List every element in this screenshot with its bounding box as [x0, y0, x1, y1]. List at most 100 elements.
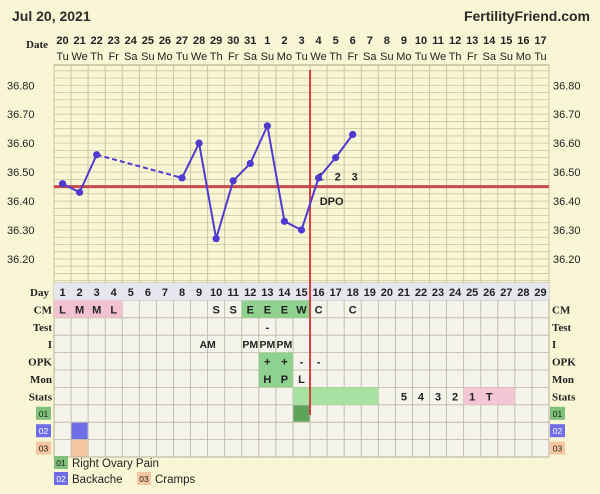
cycle-day: 12 [244, 287, 256, 299]
temperature-plot-area [53, 64, 550, 286]
date-tick: 12 [449, 35, 461, 47]
weekday-tick: Sa [244, 51, 258, 63]
date-tick: 21 [73, 35, 85, 47]
weekday-tick: Su [261, 51, 274, 63]
legend-name: Backache [72, 474, 123, 486]
date-tick: 11 [432, 35, 444, 47]
temp-point [195, 139, 203, 147]
intercourse-cell-text: PM [259, 339, 275, 351]
row-label-right: Stats [552, 391, 576, 403]
row-label-left: I [48, 339, 52, 351]
symptom-badge-code: 03 [39, 444, 49, 454]
cm-cell-text: L [59, 304, 66, 316]
cycle-day: 7 [162, 287, 168, 299]
row-label-right: Mon [552, 374, 574, 386]
legend-swatch [54, 456, 68, 469]
weekday-tick: Mo [277, 51, 292, 63]
opk-cell-text: + [281, 357, 287, 369]
date-tick: 14 [483, 35, 496, 47]
weekday-tick: Su [141, 51, 154, 63]
temp-point [297, 226, 306, 234]
temp-point [349, 130, 357, 139]
cycle-day: 2 [77, 287, 83, 299]
stats-cell-text: 5 [401, 391, 407, 403]
stats-cell-text: 4 [418, 391, 425, 403]
temp-point [212, 235, 220, 243]
weekday-tick: Tu [415, 51, 427, 63]
temp-segment [215, 180, 235, 239]
cm-cell-fill [275, 300, 293, 318]
row-label-right: CM [552, 304, 571, 316]
temp-point [246, 159, 254, 168]
date-tick: 31 [244, 35, 256, 47]
date-tick: 8 [384, 35, 390, 47]
weekday-tick: Sa [363, 51, 377, 63]
mon-cell-text: L [298, 374, 305, 386]
temp-point [178, 174, 186, 182]
intercourse-cell-text: AM [199, 339, 216, 351]
cycle-day: 1 [59, 287, 65, 299]
intercourse-cell-text: PM [242, 339, 258, 351]
temp-point [76, 188, 84, 196]
cycle-day: 5 [128, 287, 134, 299]
weekday-tick: We [71, 51, 87, 63]
cm-cell-text: E [264, 304, 271, 316]
legend-code: 02 [56, 474, 66, 484]
weekday-tick: We [310, 51, 326, 63]
stats-cell-text: 3 [435, 391, 441, 403]
cm-cell-text: M [92, 304, 101, 316]
symptom-badge-code: 02 [553, 426, 563, 436]
cm-cell-text: C [315, 304, 323, 316]
legend-swatch [54, 472, 68, 485]
date-tick: 26 [159, 35, 171, 47]
temp-segment-dashed [96, 153, 183, 179]
date-tick: 10 [415, 35, 427, 47]
date-title: Jul 20, 2021 [12, 8, 91, 24]
symptom-cell-03 [71, 440, 88, 457]
y-tick-right: 36.30 [553, 225, 581, 237]
date-tick: 4 [316, 35, 323, 47]
temp-point [58, 180, 67, 188]
temp-point [263, 122, 271, 130]
temp-segment [300, 177, 320, 231]
y-tick-right: 36.50 [553, 167, 581, 179]
weekday-tick: Th [90, 51, 103, 63]
cycle-day: 25 [466, 287, 478, 299]
cycle-day: 20 [381, 287, 393, 299]
legend-name: Cramps [155, 474, 196, 486]
cycle-day: 4 [111, 287, 118, 299]
cycle-day: 21 [398, 287, 410, 299]
cycle-day: 14 [278, 287, 291, 299]
weekday-tick: Su [500, 51, 513, 63]
y-tick-right: 36.40 [553, 196, 581, 208]
weekday-tick: Th [449, 51, 462, 63]
stats-cell-text: T [486, 391, 493, 403]
weekday-tick: Mo [157, 51, 172, 63]
row-label-right: OPK [552, 357, 576, 369]
date-tick: 28 [193, 35, 205, 47]
intercourse-cell-text: PM [277, 339, 293, 351]
temp-segment [334, 133, 354, 159]
row-label-left: Stats [29, 391, 53, 403]
cm-cell-fill [292, 300, 311, 318]
symptom-badge-right [550, 406, 565, 420]
y-tick-left: 36.20 [7, 254, 35, 266]
day-row-label: Day [30, 287, 49, 299]
y-tick-right: 36.70 [553, 109, 581, 121]
opk-cell-text: + [264, 357, 270, 369]
cycle-day: 9 [196, 287, 202, 299]
test-cell-text: - [266, 322, 270, 334]
cycle-day: 27 [500, 287, 512, 299]
opk-cell-fill [258, 352, 276, 370]
weekday-tick: Fr [109, 51, 120, 63]
temp-segment [249, 125, 269, 164]
cm-cell-text: E [281, 304, 288, 316]
cm-cell-text: L [110, 304, 117, 316]
y-tick-left: 36.70 [7, 109, 35, 121]
temp-point [93, 151, 101, 159]
row-label-right: Test [552, 322, 571, 334]
cycle-day: 8 [179, 287, 185, 299]
date-tick: 5 [333, 35, 339, 47]
stats-pink-bar [463, 387, 515, 405]
